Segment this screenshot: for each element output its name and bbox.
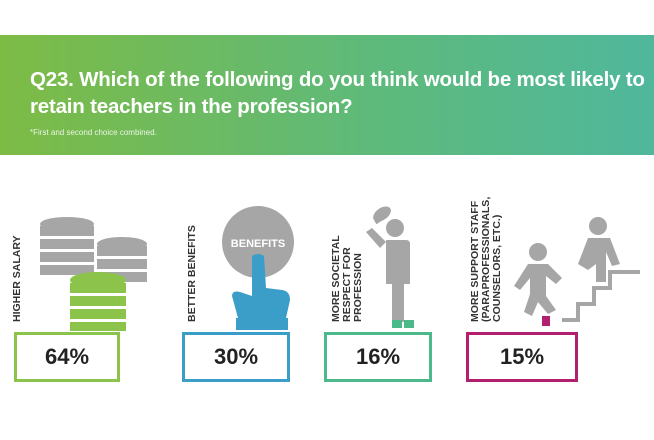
label-line: COUNSELORS, ETC.): [491, 214, 503, 322]
value-box-support: 15%: [466, 332, 578, 382]
chart-title: Q23. Which of the following do you think…: [30, 68, 645, 118]
value-benefits: 30%: [213, 344, 259, 369]
value-box-respect: 16%: [324, 332, 432, 382]
value-box-salary: 64%: [14, 332, 120, 382]
chart-footnote: *First and second choice combined.: [30, 128, 157, 137]
value-respect: 16%: [355, 344, 401, 369]
category-label-salary: HIGHER SALARY: [11, 235, 23, 322]
value-box-benefits: 30%: [182, 332, 290, 382]
category-label-support: MORE SUPPORT STAFF (PARAPROFESSIONALS, C…: [469, 197, 503, 322]
value-support: 15%: [499, 344, 545, 369]
benefits-button-text: BENEFITS: [231, 238, 285, 250]
money-stack-icon: [40, 217, 147, 331]
person-tipping-hat-icon: [366, 206, 414, 328]
label-line: HIGHER SALARY: [11, 235, 23, 322]
benefits-button-icon: BENEFITS: [222, 206, 294, 330]
title-banner: Q23. Which of the following do you think…: [0, 35, 654, 155]
value-salary: 64%: [44, 344, 90, 369]
label-line: BETTER BENEFITS: [186, 225, 198, 322]
helping-climb-stairs-icon: [514, 217, 640, 326]
category-label-benefits: BETTER BENEFITS: [186, 225, 198, 322]
